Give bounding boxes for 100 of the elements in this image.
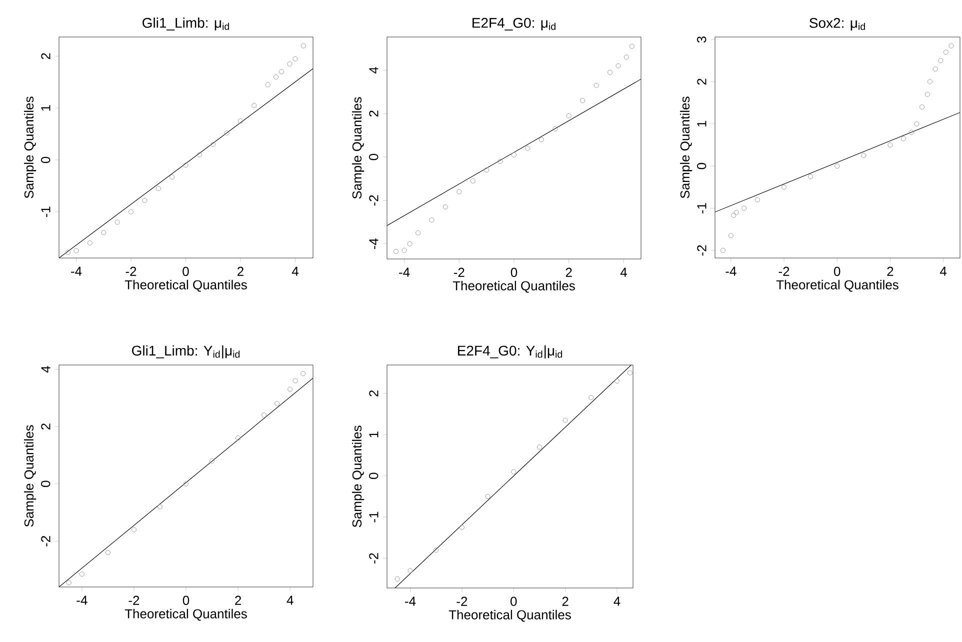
- point: [627, 370, 632, 376]
- point: [943, 50, 948, 55]
- point: [238, 118, 244, 124]
- x-tick-label: 0: [182, 596, 190, 605]
- point: [183, 481, 189, 486]
- point: [538, 137, 544, 142]
- point: [861, 152, 866, 158]
- x-tick-label: -2: [456, 596, 468, 606]
- point: [456, 189, 462, 194]
- chart-title: Gli1_Limb: Y$_{id}$|μ$_{id}$: [132, 345, 240, 358]
- point: [900, 136, 906, 142]
- y-tick-label: -2: [41, 536, 50, 546]
- y-tick-label: 1: [369, 432, 378, 438]
- point: [196, 152, 202, 158]
- point: [415, 230, 421, 236]
- point: [459, 524, 464, 530]
- point: [511, 469, 516, 474]
- point: [300, 43, 306, 48]
- x-tick-label: -4: [76, 596, 88, 605]
- point: [580, 98, 586, 104]
- x-tick-label: 0: [834, 266, 840, 276]
- point: [614, 378, 620, 384]
- point: [292, 56, 298, 62]
- y-tick-label: -2: [369, 195, 378, 206]
- point: [924, 92, 930, 97]
- point: [616, 63, 621, 68]
- x-tick-label: -2: [128, 596, 140, 605]
- x-tick-label: 4: [614, 596, 620, 606]
- point: [908, 130, 914, 135]
- point: [74, 248, 79, 254]
- x-tick-label: 4: [292, 266, 298, 276]
- point: [594, 82, 599, 88]
- x-tick-label: 0: [510, 268, 518, 277]
- x-tick-label: -2: [126, 266, 136, 276]
- point: [101, 230, 106, 236]
- point: [183, 162, 188, 168]
- point: [434, 548, 439, 553]
- point: [731, 212, 736, 218]
- x-tick-label: 2: [562, 596, 568, 606]
- point: [402, 248, 407, 253]
- point: [919, 104, 925, 110]
- point: [278, 69, 284, 74]
- point: [566, 113, 572, 118]
- point: [498, 158, 503, 164]
- x-tick-label: 4: [286, 596, 294, 605]
- y-tick-label: 0: [41, 156, 50, 164]
- point: [262, 412, 267, 418]
- x-tick-label: 4: [940, 266, 947, 276]
- point: [742, 206, 747, 211]
- point: [265, 82, 270, 88]
- point: [292, 378, 298, 384]
- point: [79, 572, 84, 577]
- point: [157, 504, 163, 510]
- point: [629, 44, 634, 49]
- x-tick-label: -4: [71, 266, 82, 276]
- point: [274, 401, 280, 406]
- point: [224, 130, 230, 136]
- point: [65, 250, 71, 255]
- point: [536, 444, 542, 450]
- y-tick-label: -2: [697, 245, 706, 256]
- x-tick-label: 0: [182, 266, 189, 276]
- x-tick-label: -4: [405, 596, 416, 606]
- x-axis-title: Theoretical Quantiles: [124, 280, 247, 292]
- point: [938, 58, 944, 64]
- y-tick-label: 2: [369, 110, 378, 117]
- x-tick-label: 2: [238, 266, 244, 276]
- x-tick-label: 4: [620, 268, 627, 277]
- point: [808, 174, 814, 180]
- point: [442, 204, 448, 210]
- y-tick-label: -1: [697, 203, 706, 214]
- point: [87, 240, 92, 246]
- x-tick-label: 0: [510, 596, 517, 606]
- point: [170, 174, 175, 180]
- y-axis-title: Sample Quantiles: [24, 96, 36, 198]
- y-axis-title: Sample Quantiles: [352, 97, 364, 199]
- y-tick-label: -1: [41, 206, 50, 218]
- point: [407, 241, 412, 246]
- y-tick-label: 2: [41, 53, 50, 60]
- y-axis-title: Sample Quantiles: [24, 425, 36, 527]
- point: [562, 418, 568, 423]
- y-tick-label: 0: [41, 480, 50, 487]
- y-tick-label: 4: [41, 366, 50, 373]
- point: [105, 550, 110, 556]
- point: [429, 217, 434, 222]
- chart-title: E2F4_G0: μ$_{id}$: [472, 18, 556, 30]
- point: [888, 142, 893, 148]
- x-tick-label: -4: [399, 268, 410, 277]
- y-tick-label: -4: [369, 238, 378, 249]
- point: [525, 146, 530, 151]
- x-tick-label: -2: [454, 268, 464, 277]
- point: [834, 164, 840, 169]
- y-tick-label: 4: [369, 66, 378, 74]
- point: [408, 568, 413, 574]
- point: [781, 184, 787, 190]
- point: [288, 386, 293, 392]
- point: [300, 371, 306, 376]
- point: [394, 576, 400, 582]
- x-tick-label: -4: [726, 266, 736, 276]
- point: [552, 126, 558, 132]
- point: [210, 142, 216, 147]
